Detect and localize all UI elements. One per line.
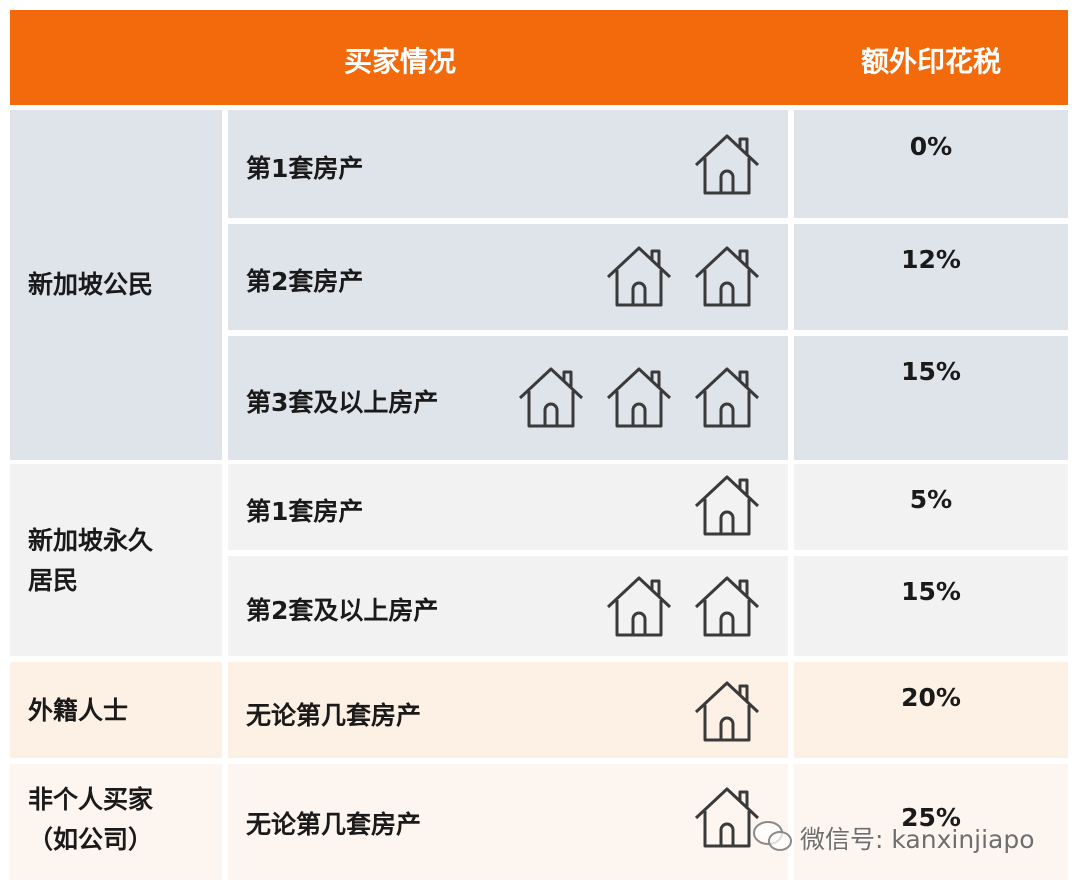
house-icon (692, 678, 762, 744)
house-icon (692, 472, 762, 538)
row-cell (228, 110, 788, 218)
rate-cell (794, 224, 1068, 330)
buyer-label: 新加坡永久居民 (28, 526, 154, 595)
rate-cell (794, 110, 1068, 218)
row-label: 第1套房产 (246, 497, 364, 526)
rate: 5% (909, 485, 953, 514)
house-icon (604, 364, 674, 430)
rate: 15% (901, 577, 961, 606)
row-label: 第2套及以上房产 (246, 596, 439, 625)
rate: 12% (901, 245, 961, 274)
row-label: 无论第几套房产 (246, 701, 422, 730)
rate-cell (794, 764, 1068, 880)
row-label: 第1套房产 (246, 154, 364, 183)
house-icon (692, 364, 762, 430)
row-cell (228, 464, 788, 550)
row-label: 第2套房产 (246, 267, 364, 296)
row-cell (228, 556, 788, 656)
row-label: 第3套及以上房产 (246, 388, 439, 417)
house-icon (604, 243, 674, 309)
house-icon (692, 573, 762, 639)
house-icon (516, 364, 586, 430)
rate-cell (794, 464, 1068, 550)
group-cell (10, 110, 222, 460)
header-cell: 额外印花税 (860, 45, 1001, 78)
house-icon (692, 131, 762, 197)
row-cell (228, 224, 788, 330)
group-cell (10, 662, 222, 758)
table-header: 买家情况 额外印花税 (10, 10, 1068, 105)
row-cell (228, 764, 788, 880)
house-icon (692, 243, 762, 309)
wechat-icon (753, 821, 792, 851)
row-cell (228, 336, 788, 460)
house-icon (604, 573, 674, 639)
rate-cell (794, 336, 1068, 460)
rate: 20% (901, 683, 961, 712)
group-cell (10, 764, 222, 880)
rate: 0% (909, 132, 953, 161)
rate: 15% (901, 357, 961, 386)
row-cell (228, 662, 788, 758)
group-cell (10, 464, 222, 656)
rate-cell (794, 662, 1068, 758)
rate: 25% (901, 803, 961, 832)
watermark: 微信号: kanxinjiapo (800, 825, 1035, 854)
header-cell: 买家情况 (343, 45, 456, 78)
row-label: 无论第几套房产 (246, 810, 422, 839)
buyer-label: 外籍人士 (28, 696, 129, 725)
rate-cell (794, 556, 1068, 656)
buyer-label: 非个人买家（如公司） (28, 785, 154, 854)
buyer-label: 新加坡公民 (28, 270, 154, 299)
